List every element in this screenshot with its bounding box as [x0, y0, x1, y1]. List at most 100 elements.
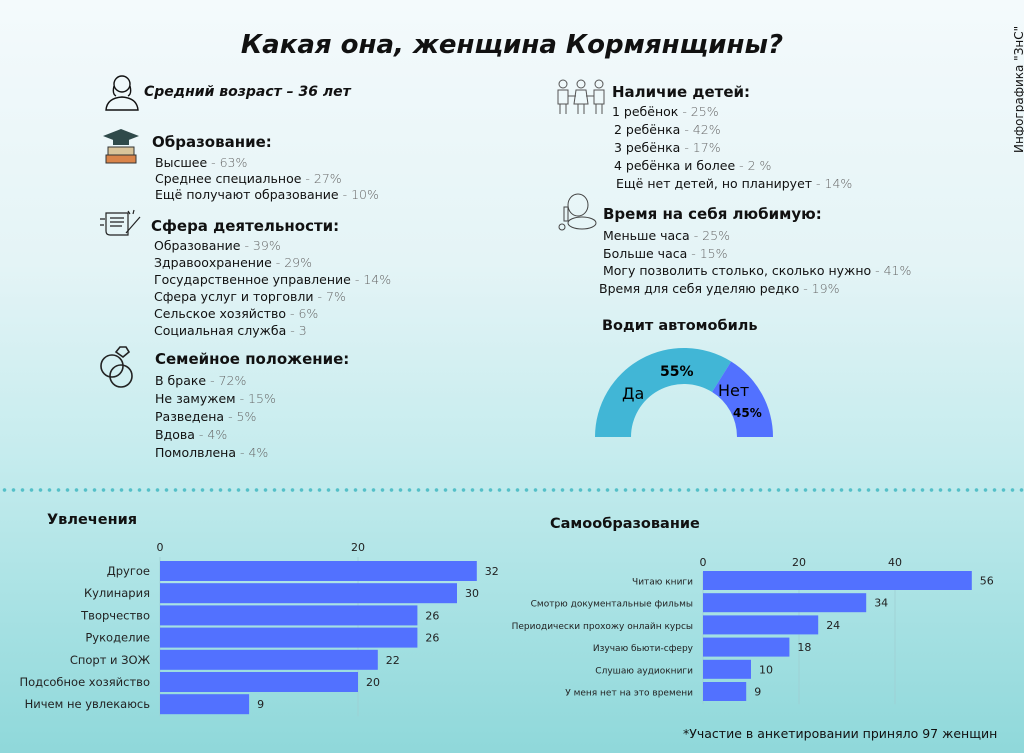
item-label: Меньше часа — [603, 228, 690, 243]
item-label: Могу позволить столько, сколько нужно — [603, 263, 872, 278]
item-value: - 6% — [290, 306, 319, 321]
item-value: - 10% — [342, 187, 379, 202]
value-label: 20 — [366, 676, 380, 689]
item-value: - 14% — [816, 176, 853, 191]
car-chart-title: Водит автомобиль — [602, 318, 758, 334]
sphere-item: Здравоохранение - 29% — [154, 254, 391, 271]
bar — [703, 593, 867, 613]
category-label: У меня нет на это времени — [565, 689, 693, 699]
item-value: - 7% — [317, 289, 346, 304]
cosmetics-icon — [558, 193, 597, 231]
value-label: 9 — [257, 698, 264, 711]
x-tick-label: 0 — [157, 541, 164, 554]
children-item: Ещё нет детей, но планирует - 14% — [616, 175, 852, 193]
item-label: Образование — [154, 238, 241, 253]
children-icon — [557, 79, 605, 114]
hobbies-chart: 0 20 Другое 32 Кулинария 30 Творчество 26 Рукоде… — [19, 541, 499, 717]
item-value: - 19% — [803, 280, 840, 296]
value-label: 32 — [485, 565, 499, 578]
item-value: - 39% — [244, 238, 281, 253]
category-label: Изучаю бьюти-сферу — [593, 644, 694, 654]
value-label: 34 — [874, 597, 888, 610]
item-label: Ещё нет детей, но планирует — [616, 176, 813, 191]
bar — [703, 615, 819, 635]
footnote: *Участие в анкетировании приняло 97 женщ… — [683, 726, 998, 741]
children-item: 1 ребёнок - 25% — [612, 103, 852, 121]
average-age: Средний возраст – 36 лет — [144, 84, 351, 100]
bar — [160, 694, 250, 715]
family-item: Помолвлена - 4% — [155, 444, 349, 462]
value-label: 24 — [826, 619, 840, 632]
category-label: Смотрю документальные фильмы — [531, 600, 693, 610]
rings-icon — [100, 346, 133, 388]
selfedu-chart: 0 20 40 Читаю книги 56 Смотрю документальные … — [512, 556, 994, 705]
item-label: 3 ребёнка — [614, 140, 681, 155]
sphere-section: Сфера деятельности: Образование - 39% Здр… — [151, 217, 391, 339]
item-value: - 42% — [684, 122, 721, 137]
value-label: 26 — [425, 632, 439, 645]
category-label: Ничем не увлекаюсь — [25, 697, 151, 711]
family-title: Семейное положение: — [155, 350, 350, 368]
education-title: Образование: — [152, 133, 272, 151]
selftime-item: Больше часа - 15% — [603, 245, 911, 263]
item-value: - 14% — [354, 272, 392, 287]
sphere-item: Государственное управление - 14% — [154, 271, 391, 288]
item-label: Социальная служба — [154, 323, 287, 338]
woman-icon — [105, 75, 139, 111]
category-label: Периодически прохожу онлайн курсы — [512, 622, 693, 632]
gauge-no-value: 45% — [733, 406, 762, 420]
bar — [160, 583, 457, 604]
bar — [160, 672, 358, 692]
children-item: 2 ребёнка - 42% — [614, 121, 852, 139]
item-value: - 3 — [290, 323, 307, 338]
value-label: 9 — [754, 686, 761, 699]
gauge-yes-value: 55% — [660, 364, 694, 380]
bar — [160, 605, 418, 626]
car-gauge-chart: Да 55% Нет 45% — [595, 348, 773, 437]
item-value: - 5% — [228, 409, 257, 424]
education-item: Ещё получают образование - 10% — [155, 187, 379, 203]
category-label: Творчество — [80, 608, 150, 622]
sphere-item: Социальная служба - 3 — [154, 322, 391, 339]
value-label: 56 — [980, 575, 994, 588]
item-value: - 15% — [239, 391, 276, 406]
education-item: Высшее - 63% — [155, 155, 379, 171]
family-item: Не замужем - 15% — [155, 390, 349, 408]
item-label: Больше часа — [603, 245, 688, 261]
item-label: Высшее — [155, 155, 208, 170]
gauge-yes-label: Да — [622, 384, 644, 403]
bar — [160, 649, 378, 670]
value-label: 26 — [425, 609, 439, 622]
sphere-item: Сельское хозяйство - 6% — [154, 305, 391, 322]
selftime-item: Могу позволить столько, сколько нужно - … — [603, 262, 911, 280]
item-label: 2 ребёнка — [614, 122, 681, 137]
gauge-no-segment — [712, 361, 773, 437]
category-label: Другое — [107, 564, 150, 578]
item-label: Время для себя уделяю редко — [599, 280, 800, 296]
item-label: Государственное управление — [154, 272, 351, 287]
education-section: Образование: Высшее - 63% Среднее специал… — [152, 133, 379, 203]
item-label: 1 ребёнок — [612, 104, 679, 119]
bar — [160, 627, 418, 648]
page-title: Какая она, женщина Кормянщины? — [240, 30, 784, 60]
item-value: - 41% — [875, 263, 912, 278]
item-label: Сфера услуг и торговли — [154, 289, 314, 304]
item-value: - 25% — [682, 104, 719, 119]
bar — [703, 571, 972, 590]
item-label: В браке — [155, 373, 207, 388]
dotted-divider — [0, 488, 1024, 492]
gauge-yes-segment — [595, 348, 732, 437]
gauge-no-label: Нет — [718, 381, 749, 400]
family-item: В браке - 72% — [155, 372, 349, 390]
selftime-item: Меньше часа - 25% — [603, 227, 911, 245]
education-item: Среднее специальное - 27% — [155, 171, 379, 187]
selftime-title: Время на себя любимую: — [603, 205, 822, 223]
item-label: Сельское хозяйство — [154, 306, 287, 321]
document-pen-icon — [100, 209, 141, 236]
children-section: Наличие детей: 1 ребёнок - 25% 2 ребёнка … — [612, 83, 852, 193]
sphere-item: Образование - 39% — [154, 237, 391, 254]
item-label: Здравоохранение — [154, 255, 272, 270]
item-value: - 15% — [691, 245, 728, 261]
category-label: Рукоделие — [85, 631, 150, 645]
item-value: - 4% — [198, 427, 228, 442]
